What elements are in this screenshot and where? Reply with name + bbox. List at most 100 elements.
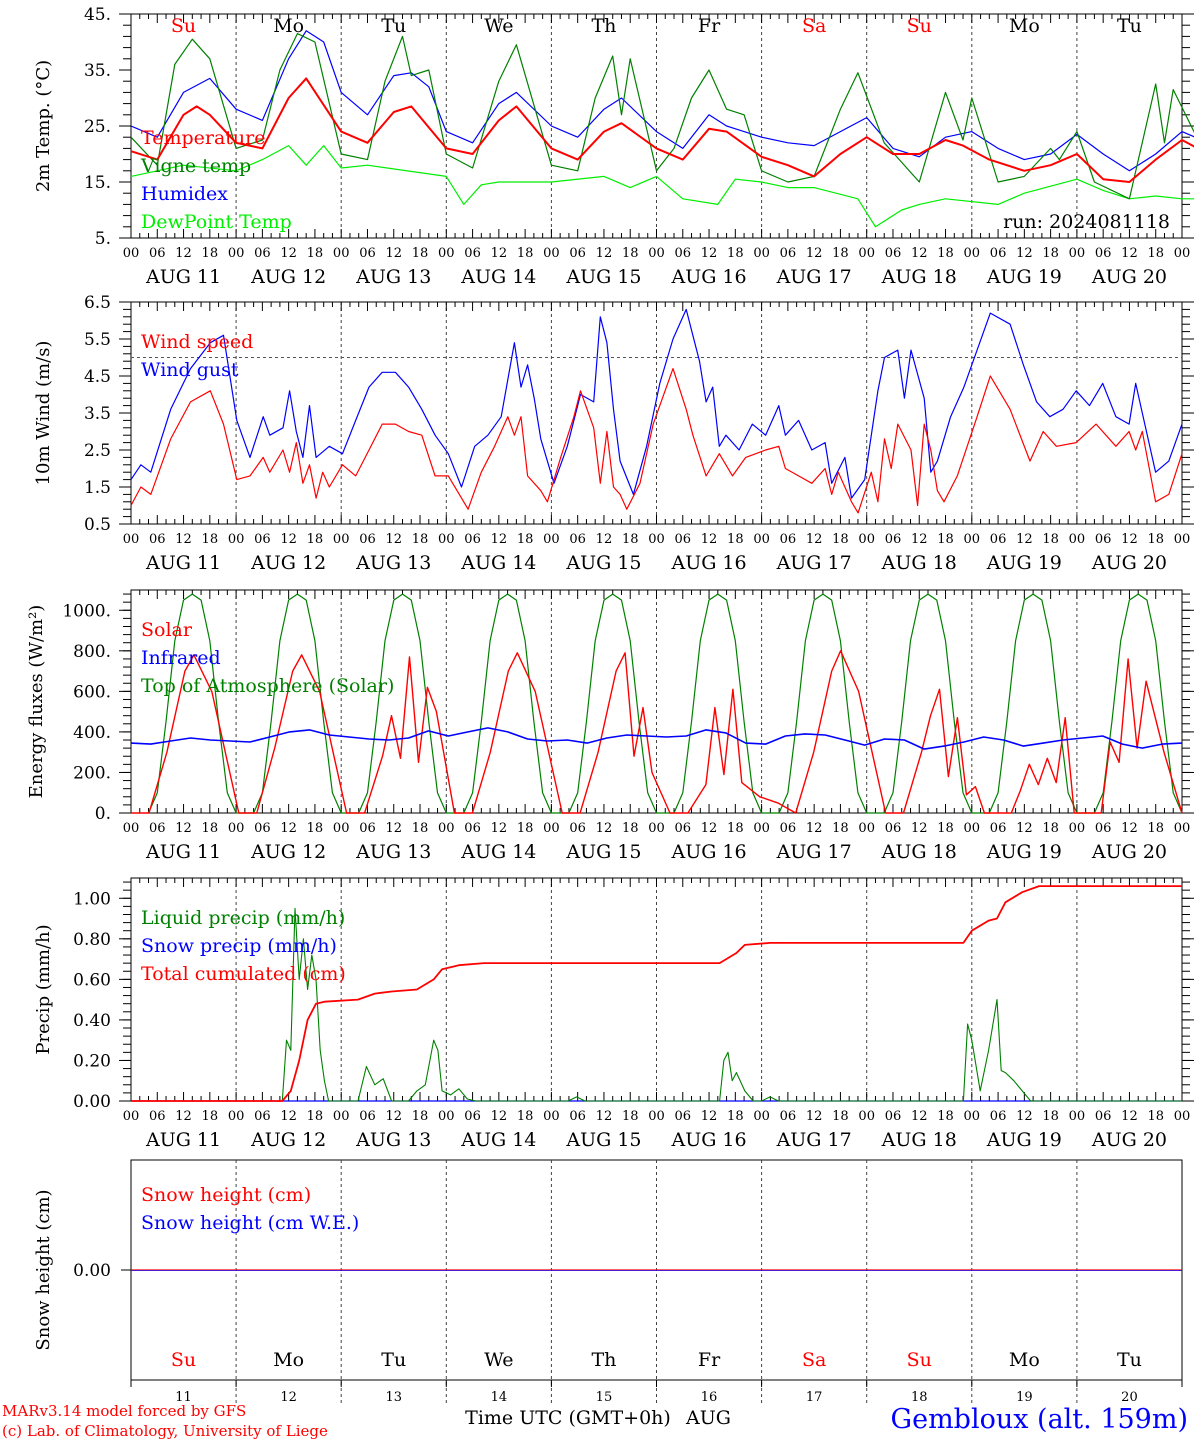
hour-tick-label: 06: [675, 246, 692, 261]
date-label: AUG 11: [145, 552, 221, 574]
date-label: AUG 11: [145, 841, 221, 863]
hour-tick-label: 12: [1016, 821, 1033, 836]
hour-tick-label: 00: [964, 821, 981, 836]
weekday-label: Su: [907, 15, 932, 37]
hour-tick-label: 12: [596, 1109, 613, 1124]
hour-tick-label: 12: [280, 532, 297, 547]
legend-dewpoint-temp: DewPoint Temp: [141, 211, 292, 233]
hour-tick-label: 00: [753, 532, 770, 547]
hour-tick-label: 12: [911, 1109, 928, 1124]
hour-tick-label: 12: [1121, 1109, 1138, 1124]
hour-tick-label: 12: [280, 821, 297, 836]
hour-tick-label: 00: [858, 246, 875, 261]
hour-tick-label: 06: [464, 1109, 481, 1124]
hour-tick-label: 12: [911, 246, 928, 261]
hour-tick-label: 06: [675, 532, 692, 547]
date-label: AUG 17: [776, 552, 852, 574]
hour-tick-label: 00: [753, 821, 770, 836]
weekday-label: Fr: [698, 15, 721, 37]
date-label: AUG 16: [670, 552, 746, 574]
hour-tick-label: 12: [175, 246, 192, 261]
hour-tick-label: 00: [753, 246, 770, 261]
hour-tick-label: 18: [622, 246, 639, 261]
weekday-label: Th: [591, 15, 616, 37]
hour-tick-label: 00: [123, 532, 140, 547]
y-tick-label: 45.: [84, 5, 111, 25]
hour-tick-label: 06: [254, 1109, 271, 1124]
hour-tick-label: 00: [648, 532, 665, 547]
date-label: AUG 20: [1091, 841, 1167, 863]
weekday-label: Su: [907, 1349, 932, 1371]
hour-tick-label: 00: [438, 1109, 455, 1124]
hour-tick-label: 00: [543, 246, 560, 261]
y-axis-label: 10m Wind (m/s): [33, 341, 54, 486]
date-label: AUG 15: [565, 552, 641, 574]
y-tick-label: 2.5: [84, 441, 111, 461]
series-line: [130, 32, 1194, 200]
hour-tick-label: 00: [543, 532, 560, 547]
legend-snow-height-cm-: Snow height (cm): [141, 1184, 311, 1206]
weekday-label: Tu: [381, 15, 406, 37]
hour-tick-label: 00: [1174, 246, 1191, 261]
hour-tick-label: 12: [491, 532, 508, 547]
date-label: AUG 19: [986, 266, 1062, 288]
y-tick-label: 3.5: [84, 404, 111, 424]
hour-tick-label: 06: [149, 821, 166, 836]
hour-tick-label: 18: [832, 532, 849, 547]
y-tick-label: 0.00: [73, 1092, 111, 1112]
weekday-label: Fr: [698, 1349, 721, 1371]
hour-tick-label: 06: [990, 821, 1007, 836]
hour-tick-label: 18: [937, 821, 954, 836]
date-label: AUG 11: [145, 1129, 221, 1151]
date-label: AUG 20: [1091, 1129, 1167, 1151]
day-number-label: 18: [911, 1390, 928, 1405]
hour-tick-label: 00: [1174, 532, 1191, 547]
date-label: AUG 15: [565, 1129, 641, 1151]
hour-tick-label: 18: [202, 246, 219, 261]
date-label: AUG 12: [250, 1129, 326, 1151]
hour-tick-label: 12: [911, 821, 928, 836]
legend-temperature: Temperature: [141, 127, 265, 149]
day-number-label: 20: [1121, 1390, 1138, 1405]
weekday-label: Mo: [1009, 15, 1040, 37]
series-line: [130, 30, 1194, 172]
y-axis-label: 2m Temp. (°C): [33, 60, 54, 192]
date-label: AUG 14: [460, 266, 536, 288]
hour-tick-label: 12: [280, 246, 297, 261]
y-tick-label: 0.00: [73, 1261, 111, 1281]
hour-tick-label: 18: [202, 532, 219, 547]
month-label: AUG: [685, 1407, 731, 1429]
day-number-label: 12: [280, 1390, 297, 1405]
weekday-label: Mo: [1009, 1349, 1040, 1371]
legend-infrared: Infrared: [141, 647, 221, 669]
hour-tick-label: 18: [412, 821, 429, 836]
hour-tick-label: 00: [1069, 821, 1086, 836]
date-label: AUG 20: [1091, 552, 1167, 574]
date-label: AUG 13: [355, 1129, 431, 1151]
hour-tick-label: 18: [1147, 532, 1164, 547]
hour-tick-label: 00: [228, 532, 245, 547]
y-tick-label: 0.40: [73, 1011, 111, 1031]
y-tick-label: 4.5: [84, 367, 111, 387]
hour-tick-label: 12: [701, 821, 718, 836]
hour-tick-label: 12: [701, 246, 718, 261]
date-label: AUG 17: [776, 841, 852, 863]
hour-tick-label: 12: [175, 532, 192, 547]
hour-tick-label: 18: [517, 1109, 534, 1124]
hour-tick-label: 00: [438, 821, 455, 836]
hour-tick-label: 18: [832, 246, 849, 261]
date-label: AUG 12: [250, 266, 326, 288]
hour-tick-label: 12: [806, 821, 823, 836]
hour-tick-label: 12: [701, 532, 718, 547]
date-label: AUG 13: [355, 552, 431, 574]
legend-vigne-temp: Vigne temp: [140, 155, 251, 177]
hour-tick-label: 00: [964, 532, 981, 547]
hour-tick-label: 00: [858, 1109, 875, 1124]
run-label: run: 2024081118: [1003, 211, 1170, 233]
weekday-label: Tu: [1117, 1349, 1142, 1371]
hour-tick-label: 00: [333, 532, 350, 547]
hour-tick-label: 00: [858, 532, 875, 547]
hour-tick-label: 06: [254, 532, 271, 547]
hour-tick-label: 18: [727, 1109, 744, 1124]
hour-tick-label: 06: [359, 1109, 376, 1124]
